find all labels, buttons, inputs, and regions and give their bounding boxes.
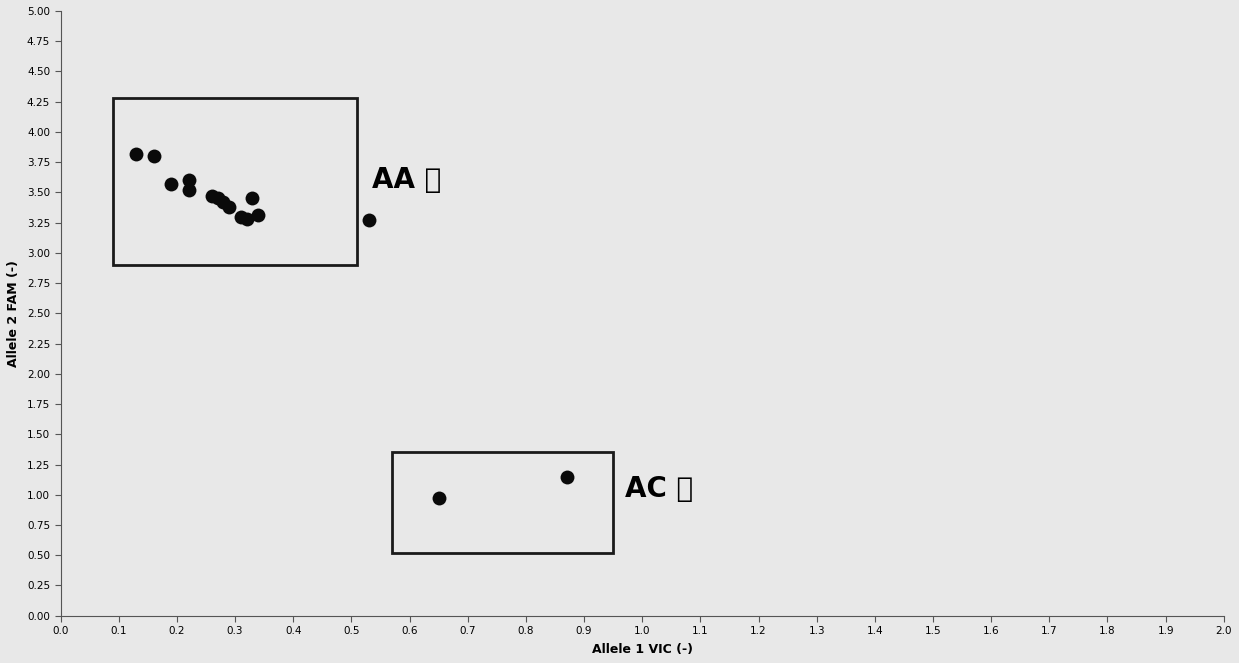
Text: AA 型: AA 型 (372, 166, 441, 194)
Point (230, 211, 250, 222)
Point (126, 149, 146, 159)
X-axis label: Allele 1 VIC (-): Allele 1 VIC (-) (592, 643, 693, 656)
Point (237, 213, 256, 224)
Point (144, 151, 164, 161)
Bar (113, 98, 357, 265)
Point (213, 197, 233, 208)
Point (202, 191, 222, 202)
Y-axis label: Allele 2 FAM (-): Allele 2 FAM (-) (7, 260, 20, 367)
Point (219, 202, 239, 212)
Point (248, 210, 268, 221)
Bar (392, 452, 613, 553)
Point (208, 193, 228, 204)
Point (178, 175, 198, 186)
Point (556, 471, 576, 482)
Point (429, 493, 449, 504)
Point (359, 215, 379, 225)
Point (243, 193, 263, 204)
Text: AC 型: AC 型 (624, 475, 693, 503)
Point (178, 185, 198, 196)
Point (161, 178, 181, 189)
